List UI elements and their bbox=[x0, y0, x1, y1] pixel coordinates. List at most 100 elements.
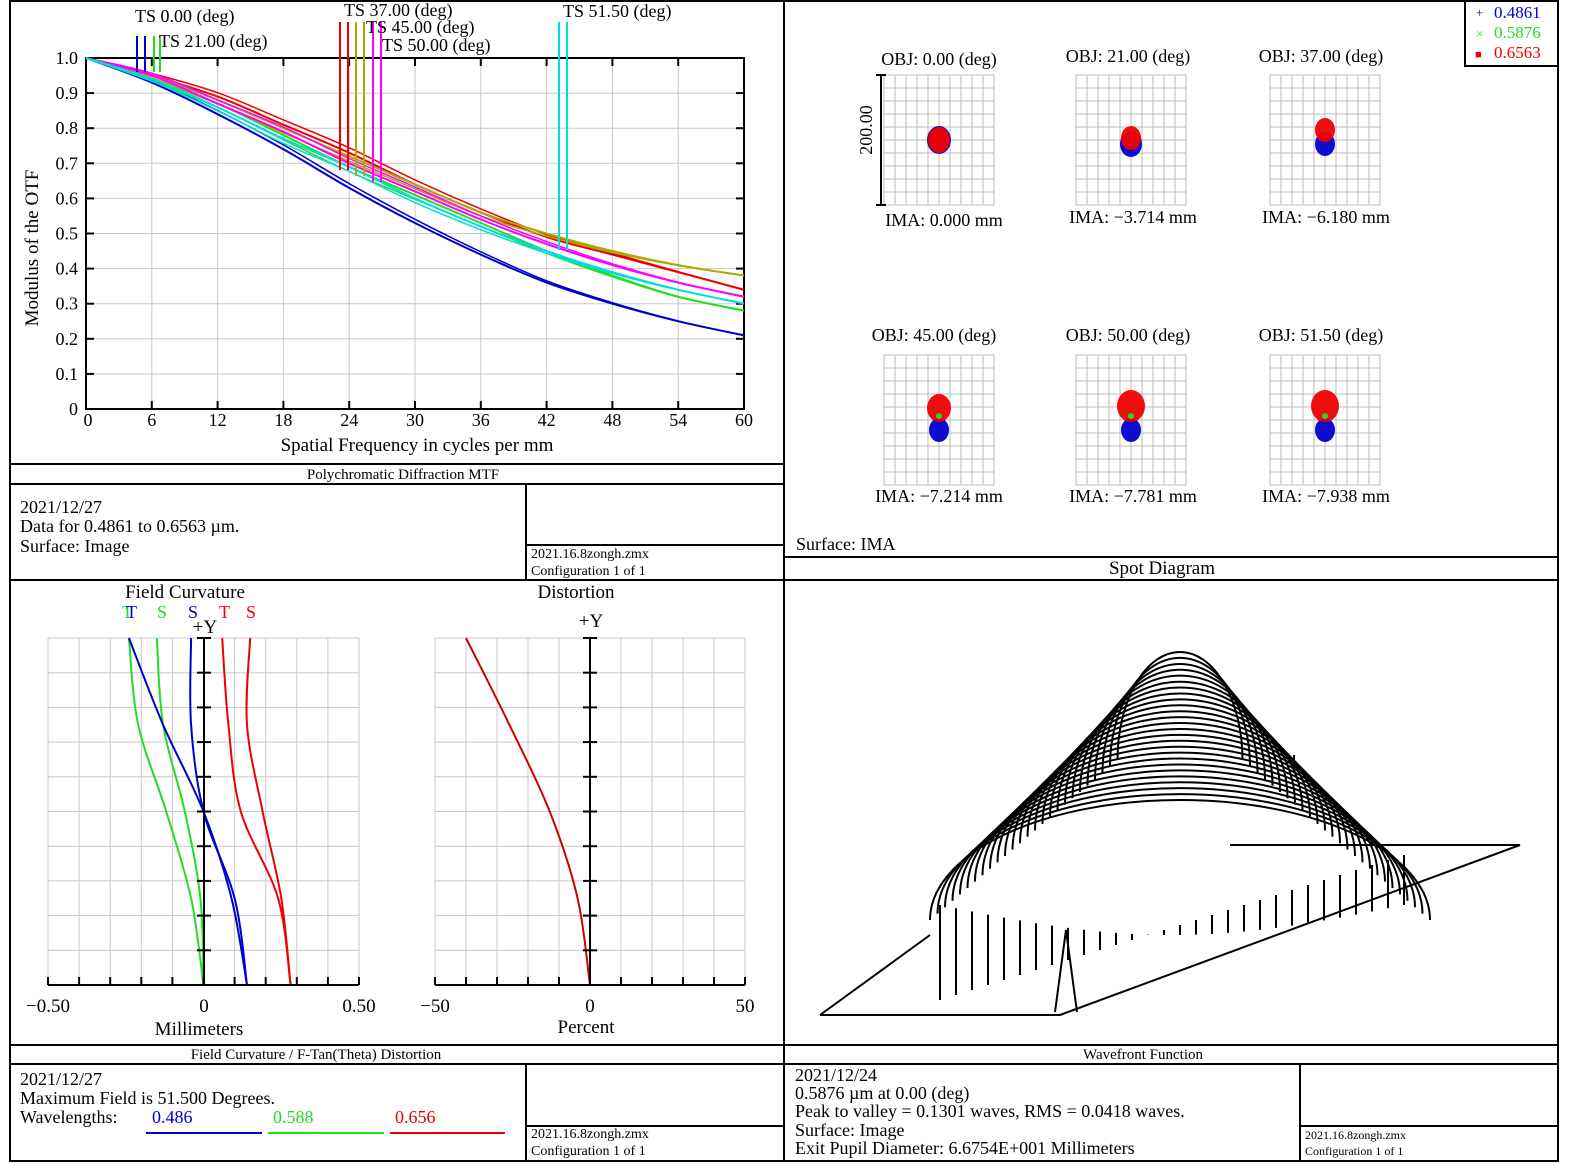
wf-ring-15 bbox=[1041, 710, 1319, 825]
mtf-x-tick-label: 54 bbox=[669, 410, 687, 430]
wf-base-plane bbox=[820, 844, 1521, 1016]
fc-plus-y: +Y bbox=[193, 617, 218, 638]
mtf-x-tick-label: 0 bbox=[84, 410, 93, 430]
fc-axes bbox=[47, 637, 746, 986]
spot-cluster-1 bbox=[928, 127, 950, 153]
wf-panel-title: Wavefront Function bbox=[1083, 1047, 1204, 1063]
wf-exit-pupil: Exit Pupil Diameter: 6.6754E+001 Millime… bbox=[795, 1138, 1135, 1158]
fc-curve-0 bbox=[127, 637, 205, 986]
spot-ima-label-5: IMA: −7.938 mm bbox=[1262, 486, 1390, 506]
legend-marker-blue: + bbox=[1476, 5, 1483, 20]
wf-spike bbox=[1054, 929, 1078, 1013]
wf-ring-25 bbox=[1116, 651, 1244, 761]
fc-wavelength-1: 0.588 bbox=[273, 1107, 314, 1127]
spot-ima-label-2: IMA: −6.180 mm bbox=[1262, 207, 1390, 227]
mtf-field-label-1: TS 21.00 (deg) bbox=[159, 31, 267, 52]
dist-plus-y: +Y bbox=[579, 611, 604, 632]
spot-box-1 bbox=[1075, 74, 1187, 206]
wf-surface-label: Surface: Image bbox=[795, 1120, 904, 1140]
fc-wavelength-0: 0.486 bbox=[152, 1107, 193, 1127]
mtf-series-line-5-s bbox=[85, 57, 745, 305]
spot-cluster-green bbox=[1322, 413, 1328, 419]
spot-cluster-0 bbox=[929, 418, 949, 442]
mtf-x-tick-label: 18 bbox=[274, 410, 292, 430]
mtf-config: Configuration 1 of 1 bbox=[531, 564, 646, 579]
wf-ring-18 bbox=[1064, 692, 1296, 805]
wf-base-edge-left bbox=[819, 934, 931, 1016]
fc-s-label-blue: S bbox=[188, 602, 198, 622]
spot-cluster-1 bbox=[927, 394, 951, 422]
fc-max-field: Maximum Field is 51.500 Degrees. bbox=[20, 1088, 275, 1108]
fc-tick-pos: 0.50 bbox=[342, 996, 375, 1017]
mtf-series-group bbox=[85, 57, 745, 337]
wf-ring-13 bbox=[1026, 722, 1334, 837]
legend-label-green: 0.5876 bbox=[1494, 23, 1541, 42]
wf-ring-21 bbox=[1086, 674, 1274, 786]
spot-obj-label-3: OBJ: 45.00 (deg) bbox=[872, 325, 997, 346]
mtf-field-label-0: TS 0.00 (deg) bbox=[135, 6, 234, 27]
wf-ring-7 bbox=[981, 757, 1379, 876]
mtf-axis-ticks: 0 6 12 18 24 30 36 42 48 54 60 0 0.1 0.2 0.3 0.4 0.5 0.6 0… bbox=[56, 48, 754, 430]
mtf-x-axis-label: Spatial Frequency in cycles per mm bbox=[281, 435, 554, 456]
spot-box-4 bbox=[1075, 354, 1187, 486]
mtf-y-tick-label: 0.5 bbox=[56, 224, 79, 244]
mtf-y-axis-label: Modulus of the OTF bbox=[22, 170, 43, 327]
spot-box-5 bbox=[1269, 354, 1381, 486]
wf-file: 2021.16.8zongh.zmx bbox=[1305, 1128, 1406, 1142]
mtf-date: 2021/12/27 bbox=[20, 497, 102, 517]
wf-ring-14 bbox=[1034, 716, 1326, 831]
mtf-y-tick-label: 0.2 bbox=[56, 329, 79, 349]
spot-scale-label: 200.00 bbox=[856, 105, 876, 155]
dist-x-axis-label: Percent bbox=[558, 1017, 616, 1038]
dist-tick-zero: 0 bbox=[585, 996, 595, 1017]
fc-x-axis-label: Millimeters bbox=[155, 1019, 244, 1040]
spot-cluster-green bbox=[936, 413, 942, 419]
panel-borders bbox=[9, 0, 1559, 1162]
fc-panel-title: Field Curvature / F-Tan(Theta) Distortio… bbox=[191, 1047, 442, 1063]
mtf-series-line-5-t bbox=[85, 57, 745, 305]
spot-legend-box bbox=[1464, 0, 1559, 67]
mtf-y-tick-label: 0.1 bbox=[56, 364, 79, 384]
spot-box-0 bbox=[883, 74, 995, 206]
spot-boxes bbox=[883, 74, 1381, 486]
spot-obj-label-2: OBJ: 37.00 (deg) bbox=[1259, 46, 1384, 67]
wf-ring-19 bbox=[1071, 686, 1289, 799]
wf-ring-22 bbox=[1094, 668, 1266, 780]
fc-wavelengths-label: Wavelengths: bbox=[20, 1107, 118, 1127]
fc-wavelength-2: 0.656 bbox=[395, 1107, 436, 1127]
mtf-field-label-3: TS 45.00 (deg) bbox=[366, 17, 474, 38]
mtf-y-tick-label: 0.7 bbox=[56, 153, 79, 173]
mtf-x-tick-label: 60 bbox=[735, 410, 753, 430]
spot-panel-title: Spot Diagram bbox=[1109, 558, 1215, 579]
spot-box-3 bbox=[883, 354, 995, 486]
mtf-surface: Surface: Image bbox=[20, 536, 129, 556]
wf-ring-23 bbox=[1101, 662, 1259, 773]
mtf-y-tick-label: 0.6 bbox=[56, 188, 79, 208]
fc-s-label-red: S bbox=[246, 602, 256, 622]
spot-box-2 bbox=[1269, 74, 1381, 206]
fc-curves bbox=[127, 637, 591, 986]
wf-ring-24 bbox=[1109, 656, 1251, 767]
spot-obj-label-1: OBJ: 21.00 (deg) bbox=[1066, 46, 1191, 67]
fc-t-label-blue: T bbox=[126, 602, 137, 622]
fc-s-label-green: S bbox=[157, 602, 167, 622]
spot-cluster-0 bbox=[1315, 418, 1335, 442]
mtf-x-tick-label: 24 bbox=[340, 410, 358, 430]
dist-tick-neg: −50 bbox=[420, 996, 450, 1017]
mtf-x-tick-label: 12 bbox=[209, 410, 227, 430]
wf-ring-20 bbox=[1079, 680, 1281, 793]
wf-ring-11 bbox=[1011, 733, 1349, 850]
dist-title: Distortion bbox=[537, 582, 615, 603]
mtf-y-tick-label: 0 bbox=[69, 399, 78, 419]
wf-ring-12 bbox=[1019, 727, 1341, 844]
spot-ima-label-3: IMA: −7.214 mm bbox=[875, 486, 1003, 506]
mtf-x-tick-label: 30 bbox=[406, 410, 424, 430]
wf-wavelength: 0.5876 µm at 0.00 (deg) bbox=[795, 1083, 969, 1104]
spot-cluster-1 bbox=[1117, 390, 1145, 422]
spot-cluster-1 bbox=[1311, 390, 1339, 422]
wf-ring-16 bbox=[1049, 704, 1311, 818]
dist-tick-pos: 50 bbox=[736, 996, 755, 1017]
mtf-y-tick-label: 0.9 bbox=[56, 83, 79, 103]
spot-cluster-1 bbox=[1315, 118, 1335, 142]
